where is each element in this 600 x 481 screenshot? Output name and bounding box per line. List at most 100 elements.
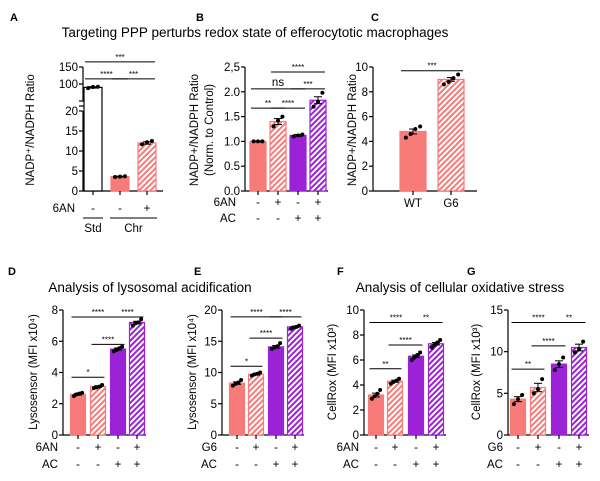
bar bbox=[407, 355, 425, 436]
y-tick-label: 2 bbox=[362, 161, 368, 173]
y-tick-label: 5 bbox=[497, 388, 503, 400]
data-point bbox=[375, 391, 380, 396]
y-tick-label: 1.0 bbox=[224, 136, 240, 148]
y-tick-label: 2 bbox=[52, 399, 58, 411]
significance-label: **** bbox=[250, 308, 262, 317]
data-point bbox=[451, 76, 456, 81]
condition-value: + bbox=[292, 442, 299, 454]
data-point bbox=[316, 99, 320, 104]
data-point bbox=[271, 124, 276, 129]
data-point bbox=[456, 72, 461, 77]
y-tick-label: 10 bbox=[65, 146, 78, 158]
data-point bbox=[572, 350, 577, 355]
condition-value: - bbox=[374, 442, 378, 454]
data-point bbox=[415, 353, 420, 357]
condition-value: + bbox=[253, 442, 260, 454]
data-point bbox=[276, 118, 280, 123]
significance-label: *** bbox=[427, 62, 436, 71]
data-point bbox=[120, 344, 125, 349]
significance-label: ** bbox=[382, 360, 388, 369]
condition-value: + bbox=[292, 459, 299, 471]
condition-value: - bbox=[516, 442, 520, 454]
y-tick-label: 5 bbox=[72, 166, 78, 178]
bar bbox=[247, 373, 265, 436]
y-axis-label: NADP+/NADPH Ratio bbox=[189, 74, 201, 186]
significance-label: **** bbox=[532, 314, 544, 323]
significance-label: * bbox=[245, 357, 248, 366]
title-lysosomal: Analysis of lysosomal acidification bbox=[48, 280, 251, 295]
condition-label: AC bbox=[42, 459, 58, 471]
y-tick-label: 6 bbox=[353, 355, 359, 367]
y-tick-label: 20 bbox=[204, 305, 217, 317]
condition-value: + bbox=[295, 213, 302, 225]
significance-label: **** bbox=[260, 329, 272, 338]
data-point bbox=[446, 79, 451, 84]
data-point bbox=[408, 131, 413, 136]
bar bbox=[228, 382, 246, 436]
data-point bbox=[311, 104, 316, 109]
y-tick-label: 15 bbox=[65, 126, 78, 138]
y-tick-label: 2.0 bbox=[224, 87, 240, 99]
y-tick-label: 0.5 bbox=[224, 161, 240, 173]
condition-value: - bbox=[296, 197, 300, 209]
condition-value: - bbox=[256, 213, 260, 225]
condition-label: G6 bbox=[202, 442, 217, 454]
y-tick-label: 0 bbox=[211, 430, 217, 442]
data-point bbox=[300, 132, 305, 137]
condition-value: + bbox=[95, 442, 102, 454]
significance-label: **** bbox=[390, 314, 402, 323]
bar bbox=[69, 393, 87, 436]
bar bbox=[269, 120, 287, 192]
bar bbox=[109, 348, 127, 436]
bar bbox=[570, 346, 588, 436]
y-tick-label: 0 bbox=[362, 186, 368, 198]
data-point bbox=[291, 134, 296, 139]
data-point bbox=[236, 380, 241, 385]
bar bbox=[427, 343, 445, 436]
significance-label: *** bbox=[129, 70, 138, 79]
data-point bbox=[552, 368, 557, 372]
condition-value: - bbox=[76, 442, 80, 454]
y-tick-label: 4 bbox=[362, 136, 369, 148]
bar bbox=[289, 134, 307, 192]
significance-label: ** bbox=[525, 360, 531, 369]
y-axis-label-2: (Norm. to Control) bbox=[204, 84, 216, 176]
data-point bbox=[511, 402, 516, 407]
data-point bbox=[239, 378, 244, 382]
data-point bbox=[275, 344, 280, 349]
condition-value: - bbox=[118, 203, 122, 215]
title-oxidative: Analysis of cellular oxidative stress bbox=[356, 280, 565, 295]
bar bbox=[249, 140, 267, 192]
condition-label: AC bbox=[220, 213, 236, 225]
bar bbox=[89, 385, 107, 436]
significance-label: **** bbox=[279, 308, 291, 317]
condition-value: - bbox=[274, 442, 278, 454]
y-axis-label: NADP+/NADPH Ratio bbox=[347, 74, 359, 186]
y-tick-label: 0 bbox=[497, 430, 503, 442]
data-point bbox=[418, 350, 423, 355]
data-point bbox=[581, 339, 586, 344]
significance-label: * bbox=[86, 368, 89, 377]
significance-label: ** bbox=[423, 314, 429, 323]
y-tick-label: 8 bbox=[52, 305, 58, 317]
condition-value: - bbox=[374, 459, 378, 471]
panel-b: B 0.0 0.5 1.0 1.5 2.0 2,5 NADP+/NADPH Ratio (Nor… bbox=[189, 12, 328, 225]
condition-label: 6AN bbox=[214, 197, 236, 209]
data-point bbox=[397, 376, 402, 381]
y-tick-label: 15 bbox=[204, 336, 217, 348]
condition-value: + bbox=[315, 197, 322, 209]
condition-value: + bbox=[535, 442, 542, 454]
bar bbox=[550, 363, 568, 436]
y-tick-label: 0.0 bbox=[224, 186, 240, 198]
condition-value: - bbox=[254, 459, 258, 471]
panel-letter: E bbox=[194, 266, 201, 278]
data-point bbox=[540, 377, 545, 382]
data-point bbox=[113, 175, 118, 179]
y-tick-label: 2 bbox=[353, 405, 359, 417]
significance-label: ns bbox=[272, 77, 284, 89]
data-point bbox=[297, 323, 302, 328]
data-point bbox=[577, 347, 581, 352]
